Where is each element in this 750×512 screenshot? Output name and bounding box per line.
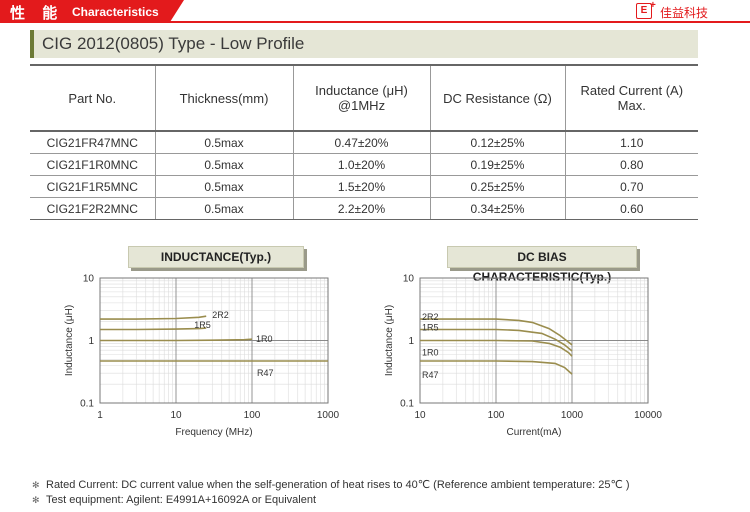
brand-logo-plus: + (650, 0, 656, 11)
header-bar: 性 能 Characteristics E + 佳益科技 (0, 0, 750, 23)
brand-name: 佳益科技 (660, 6, 709, 20)
note-asterisk-icon: ✻ (32, 495, 40, 505)
cell-part-no: CIG21F1R0MNC (30, 153, 156, 176)
header-en-title: Characteristics (72, 5, 159, 19)
y-axis-label: Inductance (μH) (384, 305, 395, 376)
series-label: R47 (422, 370, 439, 380)
series-line-1r5 (420, 328, 573, 352)
x-axis-label: Frequency (MHz) (175, 427, 252, 438)
table-row: CIG21F1R0MNC 0.5max 1.0±20% 0.19±25% 0.8… (30, 153, 698, 176)
col-header-rated-current: Rated Current (A) Max. (565, 64, 698, 132)
series-line-1r0 (100, 338, 253, 342)
note-rated-current: ✻ Rated Current: DC current value when th… (32, 479, 630, 491)
note-test-equipment: ✻ Test equipment: Agilent: E4991A+16092A … (32, 494, 316, 506)
cell-thickness: 0.5max (155, 153, 294, 176)
cell-inductance: 0.47±20% (293, 131, 431, 154)
table-row: CIG21F2R2MNC 0.5max 2.2±20% 0.34±25% 0.6… (30, 197, 698, 220)
header-band (0, 0, 170, 22)
spec-table: Part No. Thickness(mm) Inductance (μH) @1… (30, 64, 698, 220)
cell-inductance: 2.2±20% (293, 197, 431, 220)
y-tick-label: 1 (408, 336, 414, 347)
x-tick-label: 10 (414, 410, 426, 421)
cell-rated-current: 0.70 (565, 175, 698, 198)
cell-dc-resistance: 0.19±25% (430, 153, 566, 176)
cell-thickness: 0.5max (155, 131, 294, 154)
y-tick-label: 0.1 (400, 399, 414, 410)
x-tick-label: 1 (97, 410, 103, 421)
table-header-row: Part No. Thickness(mm) Inductance (μH) @1… (30, 64, 698, 132)
chart-title-inductance: INDUCTANCE(Typ.) (128, 246, 304, 268)
series-label: 1R5 (422, 322, 439, 332)
series-line-2r2 (420, 318, 573, 346)
header-notch (170, 0, 184, 22)
cell-part-no: CIG21F1R5MNC (30, 175, 156, 198)
cell-dc-resistance: 0.25±25% (430, 175, 566, 198)
series-label: R47 (257, 368, 274, 378)
series-label: 2R2 (422, 312, 439, 322)
cell-rated-current: 0.60 (565, 197, 698, 220)
brand-logo-icon: E (636, 3, 652, 19)
section-title-accent (30, 30, 34, 58)
col-header-inductance: Inductance (μH) @1MHz (293, 64, 431, 132)
table-row: CIG21F1R5MNC 0.5max 1.5±20% 0.25±25% 0.7… (30, 175, 698, 198)
cell-part-no: CIG21FR47MNC (30, 131, 156, 154)
table-row: CIG21FR47MNC 0.5max 0.47±20% 0.12±25% 1.… (30, 131, 698, 154)
header-rule (0, 21, 750, 23)
series-label: 2R2 (212, 310, 229, 320)
series-label: 1R5 (194, 320, 211, 330)
x-tick-label: 100 (488, 410, 505, 421)
dc-bias-chart: 10 100 1000 10000 0.1 1 10 Current(mA) Inductanc… (384, 274, 662, 439)
y-tick-label: 1 (88, 336, 94, 347)
cell-thickness: 0.5max (155, 175, 294, 198)
header-zh-title: 性 能 (10, 4, 64, 22)
series-line-1r0 (420, 339, 573, 357)
series-label: 1R0 (256, 334, 273, 344)
footnotes: ✻ Rated Current: DC current value when th… (32, 478, 630, 508)
y-tick-label: 10 (403, 274, 415, 285)
col-header-dc-resistance: DC Resistance (Ω) (430, 64, 566, 132)
col-header-part-no: Part No. (30, 64, 156, 132)
cell-inductance: 1.5±20% (293, 175, 431, 198)
section-title-bar: CIG 2012(0805) Type - Low Profile (30, 30, 698, 58)
x-tick-label: 1000 (317, 410, 340, 421)
x-tick-label: 10000 (634, 410, 662, 421)
x-tick-label: 10 (170, 410, 182, 421)
series-line-1r5 (100, 327, 207, 331)
cell-rated-current: 0.80 (565, 153, 698, 176)
cell-inductance: 1.0±20% (293, 153, 431, 176)
col-header-thickness: Thickness(mm) (155, 64, 294, 132)
cell-dc-resistance: 0.34±25% (430, 197, 566, 220)
cell-part-no: CIG21F2R2MNC (30, 197, 156, 220)
x-tick-label: 100 (244, 410, 261, 421)
note-asterisk-icon: ✻ (32, 480, 40, 490)
cell-dc-resistance: 0.12±25% (430, 131, 566, 154)
chart-title-dc-bias: DC BIAS CHARACTERISTIC(Typ.) (447, 246, 637, 284)
y-tick-label: 10 (83, 274, 95, 285)
series-label: 1R0 (422, 348, 439, 358)
section-title: CIG 2012(0805) Type - Low Profile (42, 34, 305, 53)
series-line-2r2 (100, 315, 207, 320)
y-axis-label: Inductance (μH) (64, 305, 75, 376)
series-line-r47 (420, 360, 573, 375)
cell-rated-current: 1.10 (565, 131, 698, 154)
cell-thickness: 0.5max (155, 197, 294, 220)
y-tick-label: 0.1 (80, 399, 94, 410)
x-tick-label: 1000 (561, 410, 584, 421)
x-axis-label: Current(mA) (506, 427, 561, 438)
